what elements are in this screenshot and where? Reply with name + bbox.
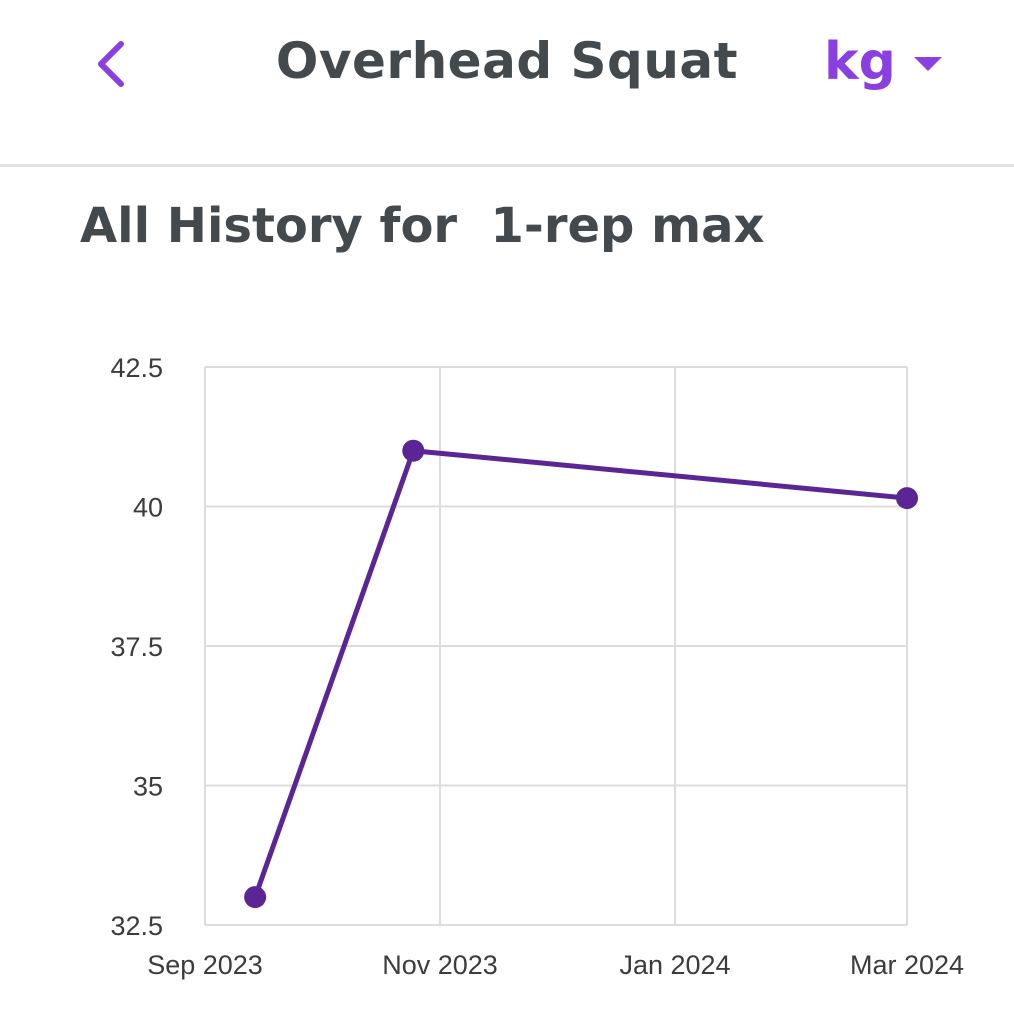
x-tick-label: Mar 2024: [850, 950, 964, 980]
y-tick-label: 35: [133, 772, 163, 802]
series-line: [252, 448, 910, 900]
unit-dropdown[interactable]: kg: [824, 30, 954, 100]
chart-series: [244, 439, 918, 909]
chevron-left-icon: [98, 41, 124, 87]
chart-grid: [204, 366, 908, 926]
data-point: [896, 487, 918, 510]
data-point: [402, 439, 425, 462]
x-tick-label: Jan 2024: [619, 950, 730, 980]
y-tick-label: 40: [133, 493, 163, 523]
back-button[interactable]: [88, 30, 138, 94]
y-tick-label: 32.5: [110, 911, 163, 941]
x-axis-ticks: Sep 2023 Nov 2023 Jan 2024 Mar 2024: [147, 950, 964, 980]
y-tick-label: 37.5: [110, 632, 163, 662]
caret-down-icon: [914, 57, 942, 71]
x-tick-label: Nov 2023: [382, 950, 498, 980]
y-axis-ticks: 42.5 40 37.5 35 32.5: [110, 353, 163, 941]
x-tick-label: Sep 2023: [147, 950, 263, 980]
exercise-title: Overhead Squat: [275, 32, 739, 90]
y-tick-label: 42.5: [110, 353, 163, 383]
header-divider: [0, 164, 1014, 167]
section-title: All History for 1-rep max: [80, 198, 765, 254]
unit-label: kg: [824, 32, 896, 92]
data-point: [244, 886, 267, 909]
app-header: Overhead Squat kg: [0, 0, 1014, 165]
